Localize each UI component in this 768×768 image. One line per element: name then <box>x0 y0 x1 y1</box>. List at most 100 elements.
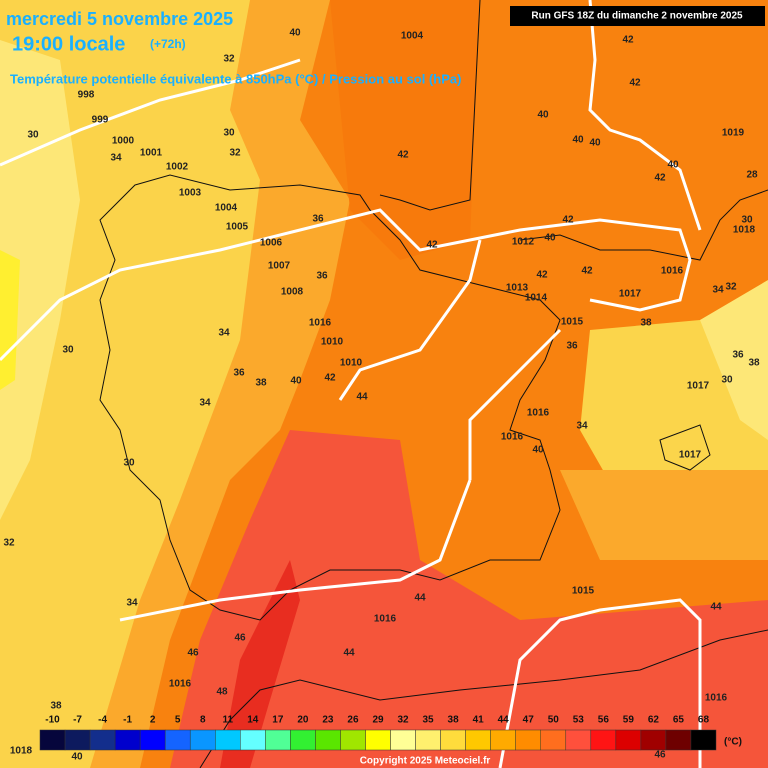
subtitle: Température potentielle équivalente à 85… <box>10 71 461 86</box>
contour-label: 38 <box>748 358 760 369</box>
legend-swatch <box>340 729 366 751</box>
legend-label: 56 <box>598 715 610 726</box>
legend-label: 59 <box>623 715 635 726</box>
contour-label: 1016 <box>374 614 397 625</box>
contour-label: 1003 <box>179 188 202 199</box>
legend-label: 26 <box>347 715 359 726</box>
contour-label: 1015 <box>572 586 595 597</box>
contour-labels: 40 32 1004 42 42 998 999 30 1000 1001 34 1002 30 32 42… <box>3 28 760 763</box>
contour-label: 1000 <box>112 136 135 147</box>
contour-label: 999 <box>92 115 109 126</box>
contour-label: 32 <box>229 148 241 159</box>
legend-swatch <box>365 729 391 751</box>
contour-label: 34 <box>110 153 122 164</box>
legend-label: 41 <box>473 715 485 726</box>
contour-label: 36 <box>566 341 578 352</box>
legend-swatch <box>64 729 91 751</box>
contour-label: 40 <box>572 135 584 146</box>
legend-swatch <box>490 729 516 751</box>
contour-label: 1016 <box>309 318 332 329</box>
contour-label: 1010 <box>340 358 363 369</box>
legend-swatch <box>240 729 266 751</box>
legend-swatch <box>640 729 667 751</box>
legend-unit: (°C) <box>724 737 742 748</box>
contour-label: 36 <box>732 350 744 361</box>
isobars <box>0 0 702 768</box>
contour-label: 1008 <box>281 287 304 298</box>
contour-label: 42 <box>562 215 574 226</box>
legend-swatch <box>39 729 66 751</box>
contour-label: 1016 <box>169 679 192 690</box>
contour-label: 42 <box>622 35 634 46</box>
contour-label: 34 <box>576 421 588 432</box>
date: mercredi 5 novembre 2025 <box>6 9 233 29</box>
contour-label: 30 <box>62 345 74 356</box>
contour-label: 40 <box>589 138 601 149</box>
contour-label: 1015 <box>561 317 584 328</box>
legend-label: 38 <box>448 715 460 726</box>
legend-swatch <box>540 729 567 751</box>
legend-label: 62 <box>648 715 660 726</box>
contour-label: 998 <box>78 90 95 101</box>
contour-label: 40 <box>544 233 556 244</box>
legend-label: 32 <box>397 715 409 726</box>
contour-label: 42 <box>536 270 548 281</box>
legend-label: 17 <box>272 715 284 726</box>
legend-label: 8 <box>200 715 206 726</box>
contour-label: 36 <box>233 368 245 379</box>
contour-label: 1016 <box>661 266 684 277</box>
legend-label: 50 <box>548 715 560 726</box>
contour-label: 1004 <box>401 31 424 42</box>
contour-label: 42 <box>629 78 641 89</box>
contour-label: 38 <box>640 318 652 329</box>
legend-swatch <box>315 729 341 751</box>
legend-swatch <box>515 729 541 751</box>
contour-label: 1001 <box>140 148 163 159</box>
legend-label: 23 <box>322 715 334 726</box>
contour-label: 1004 <box>215 203 238 214</box>
contour-label: 36 <box>316 271 328 282</box>
legend-swatch <box>89 729 116 751</box>
contour-label: 1018 <box>733 225 756 236</box>
legend-label: -1 <box>123 715 132 726</box>
contour-label: 46 <box>234 633 246 644</box>
legend-label: 5 <box>175 715 181 726</box>
legend-label: -4 <box>98 715 107 726</box>
contour-label: 46 <box>187 648 199 659</box>
contour-label: 32 <box>223 54 235 65</box>
contour-label: 1017 <box>619 289 642 300</box>
contour-label: 42 <box>581 266 593 277</box>
contour-label: 38 <box>255 378 267 389</box>
lead: (+72h) <box>150 37 186 51</box>
legend-label: 20 <box>297 715 309 726</box>
contour-label: 1018 <box>10 746 33 757</box>
legend-swatch <box>290 729 316 751</box>
contour-label: 30 <box>27 130 39 141</box>
contour-label: 42 <box>397 150 409 161</box>
contour-label: 42 <box>426 240 438 251</box>
contour-label: 40 <box>532 445 544 456</box>
contour-label: 1002 <box>166 162 189 173</box>
contour-label: 1016 <box>501 432 524 443</box>
legend-swatch <box>265 729 291 751</box>
contour-label: 1014 <box>525 293 548 304</box>
contour-label: 46 <box>654 750 666 761</box>
legend-label: 2 <box>150 715 156 726</box>
contour-label: 30 <box>721 375 733 386</box>
legend-label: 29 <box>372 715 384 726</box>
contour-label: 1016 <box>527 408 550 419</box>
legend-label: 68 <box>698 715 710 726</box>
contour-label: 1006 <box>260 238 283 249</box>
run-box <box>510 6 765 26</box>
contour-label: 34 <box>126 598 138 609</box>
contour-label: 40 <box>289 28 301 39</box>
legend-swatch <box>415 729 441 751</box>
legend-swatch <box>440 729 466 751</box>
legend-swatch <box>465 729 491 751</box>
contour-label: 44 <box>710 602 722 613</box>
contour-label: 40 <box>667 160 679 171</box>
contour-label: 40 <box>537 110 549 121</box>
contour-label: 44 <box>343 648 355 659</box>
contour-label: 42 <box>654 173 666 184</box>
